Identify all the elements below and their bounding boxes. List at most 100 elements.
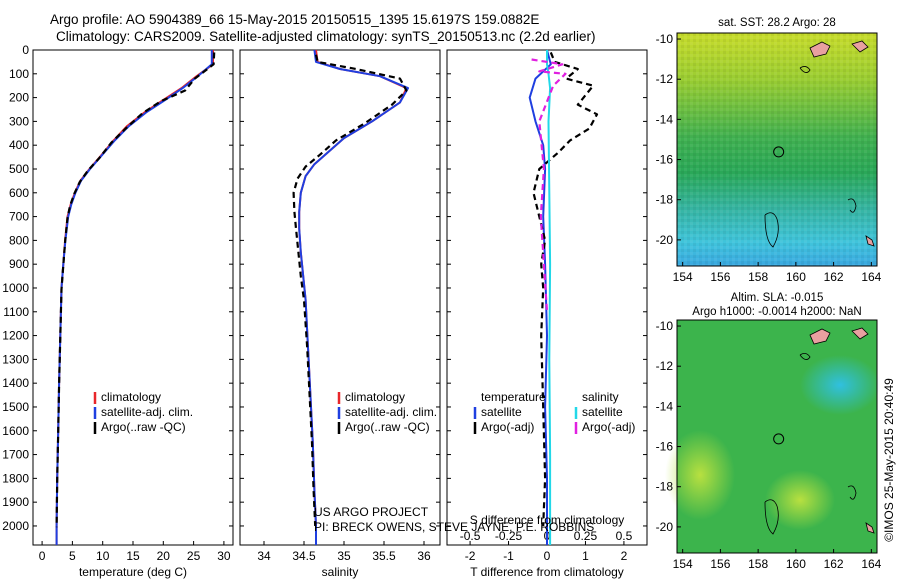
map-xtick-label: 154 — [673, 270, 693, 284]
diff-top-tick-label: -0.5 — [460, 529, 481, 543]
map-xtick-label: 154 — [673, 557, 693, 571]
project-annotation: US ARGO PROJECT — [314, 505, 429, 519]
depth-tick-label: 1000 — [2, 281, 29, 295]
depth-tick-label: 100 — [9, 67, 29, 81]
diff-series-3 — [531, 58, 567, 312]
depth-tick-label: 700 — [9, 210, 29, 224]
map-xtick-label: 160 — [786, 557, 806, 571]
temp-xtick-label: 0 — [39, 549, 46, 563]
diff-plot: -2 -1 0 1 2-0.5 -0.25 0 0.25 0.5 — [447, 49, 647, 563]
sst-island-southeast — [865, 235, 875, 247]
sla-reef-south-2 — [847, 485, 857, 500]
sst-map — [676, 32, 878, 267]
depth-tick-label: 1800 — [2, 471, 29, 485]
argo-location-marker — [773, 146, 785, 158]
map-xtick-label: 156 — [710, 557, 730, 571]
map-ytick-label: -10 — [656, 32, 674, 46]
diff-top-tick-label: -0.25 — [495, 529, 523, 543]
sla-map-low-anomaly-east — [765, 470, 835, 530]
sla-reef-south — [764, 499, 779, 535]
sal-xtick-label: 34 — [257, 549, 271, 563]
diff-top-tick-label: 0.25 — [574, 529, 598, 543]
sla-map — [665, 319, 880, 554]
sst-map-frame — [676, 32, 878, 267]
salinity-xlabel: salinity — [322, 565, 359, 579]
pi-annotation: PI: BRECK OWENS, STEVE JAYNE, P.E. ROBBI… — [314, 520, 594, 534]
sst-map-pixels — [677, 33, 877, 266]
depth-tick-label: 200 — [9, 91, 29, 105]
diff-legend-temperature-satellite: satellite — [481, 405, 522, 419]
temp-legend-satellite: satellite-adj. clim. — [101, 405, 193, 419]
sal-legend-satellite: satellite-adj. clim. — [345, 405, 437, 419]
temp-series-2 — [55, 52, 216, 528]
sla-map-title: Altim. SLA: -0.015 — [731, 292, 824, 304]
diff-series-2 — [546, 50, 552, 545]
sst-reef-south-2 — [847, 198, 857, 213]
sla-island-east — [851, 327, 869, 340]
temp-xtick-label: 15 — [126, 549, 140, 563]
diff-xtick-label: 0 — [544, 549, 551, 563]
map-xtick-label: 164 — [861, 557, 881, 571]
diff-legend-temperature-header: temperature — [481, 390, 546, 404]
map-ytick-label: -14 — [656, 399, 674, 413]
sal-xtick-label: 35 — [337, 549, 351, 563]
sla-reef-north — [799, 353, 811, 360]
map-xtick-label: 158 — [748, 557, 768, 571]
salinity-panel-frame — [239, 49, 441, 546]
diff-xtick-label: 2 — [621, 549, 628, 563]
diff-xtick-label: -2 — [465, 549, 476, 563]
argo-location-marker — [773, 433, 785, 445]
temperature-xlabel: temperature (deg C) — [79, 565, 187, 579]
sla-map-high-anomaly — [800, 355, 880, 415]
map-ytick-label: -18 — [656, 193, 674, 207]
map-ytick-label: -10 — [656, 319, 674, 333]
temp-xtick-label: 5 — [69, 549, 76, 563]
sla-map-low-anomaly-west — [665, 430, 735, 520]
map-ytick-label: -12 — [656, 359, 674, 373]
depth-tick-label: 0 — [22, 43, 29, 57]
depth-tick-label: 1400 — [2, 376, 29, 390]
sst-island-east — [851, 40, 869, 53]
map-xtick-label: 162 — [824, 557, 844, 571]
depth-tick-label: 300 — [9, 114, 29, 128]
diff-xtick-label: -1 — [503, 549, 514, 563]
temp-xtick-label: 20 — [157, 549, 171, 563]
diff-legend-salinity-argo: Argo(-adj) — [582, 420, 635, 434]
diff-legend-salinity-satellite: satellite — [582, 405, 623, 419]
temp-xtick-label: 25 — [187, 549, 201, 563]
sal-series-2 — [292, 54, 408, 527]
depth-tick-label: 1900 — [2, 495, 29, 509]
diff-xtick-label: 1 — [582, 549, 589, 563]
sal-plot: 34 34.5 35 35.5 36 — [240, 49, 440, 563]
diff-series-0 — [528, 49, 552, 545]
depth-tick-label: 400 — [9, 138, 29, 152]
sal-xtick-label: 35.5 — [372, 549, 396, 563]
sal-xtick-label: 36 — [417, 549, 431, 563]
sst-map-axes: 154 156 158 160 162 164 -10 -12 -14 -16 -18 -20 — [656, 32, 882, 284]
diff-legend-temperature-argo: Argo(-adj) — [481, 420, 534, 434]
sal-xtick-label: 34.5 — [292, 549, 316, 563]
figure-title-line1: Argo profile: AO 5904389_66 15-May-2015 … — [50, 12, 540, 27]
difference-xlabel: T difference from climatology — [470, 565, 624, 579]
sal-series-1 — [298, 49, 409, 545]
sal-legend-argo: Argo(..raw -QC) — [345, 420, 430, 434]
depth-tick-label: 500 — [9, 162, 29, 176]
sst-map-title: sat. SST: 28.2 Argo: 28 — [718, 17, 836, 29]
depth-tick-label: 1200 — [2, 329, 29, 343]
map-ytick-label: -14 — [656, 112, 674, 126]
depth-tick-label: 800 — [9, 233, 29, 247]
temp-legend-argo: Argo(..raw -QC) — [101, 420, 186, 434]
temp-legend-climatology: climatology — [101, 390, 161, 404]
map-ytick-label: -12 — [656, 72, 674, 86]
temp-xtick-label: 30 — [217, 549, 231, 563]
map-xtick-label: 164 — [861, 270, 881, 284]
sst-reef-south — [764, 212, 779, 248]
figure-title-line2: Climatology: CARS2009. Satellite-adjuste… — [56, 29, 596, 44]
sla-map-frame — [676, 319, 878, 554]
temp-plot: 0 5 10 15 20 25 300100200300400500600700800900… — [2, 43, 233, 563]
depth-tick-label: 900 — [9, 257, 29, 271]
map-ytick-label: -16 — [656, 153, 674, 167]
imos-credit: ©IMOS 25-May-2015 20:40:49 — [882, 378, 896, 542]
temp-xtick-label: 10 — [96, 549, 110, 563]
